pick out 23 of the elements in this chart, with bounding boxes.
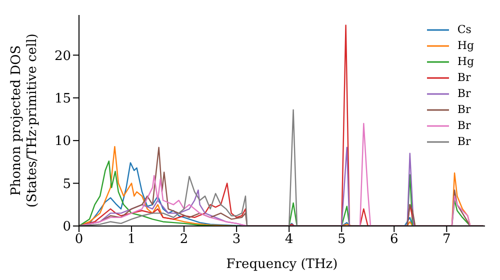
- legend-label: Br: [457, 118, 471, 134]
- x-tick-label: 5: [337, 232, 346, 248]
- legend-label: Hg: [457, 54, 474, 70]
- x-tick-label: 7: [442, 232, 451, 248]
- x-tick-label: 3: [232, 232, 241, 248]
- y-tick-label: 20: [54, 48, 71, 64]
- x-tick-label: 4: [284, 232, 294, 248]
- legend-label: Br: [457, 86, 471, 102]
- y-tick-label: 0: [62, 220, 71, 235]
- x-tick-label: 1: [127, 232, 136, 248]
- x-axis-title: Frequency (THz): [226, 257, 338, 272]
- legend-label: Br: [457, 134, 471, 150]
- y-tick-label: 5: [62, 176, 71, 192]
- y-axis-title: Phonon projected DOS (States/THz·primitive cell): [9, 33, 40, 208]
- legend-label: Br: [457, 102, 471, 118]
- legend-label: Cs: [457, 22, 472, 38]
- x-tick-label: 0: [74, 232, 84, 248]
- x-tick-label: 2: [180, 232, 188, 248]
- legend-label: Br: [457, 70, 471, 86]
- y-tick-label: 10: [54, 134, 71, 150]
- y-tick-label: 15: [54, 91, 71, 106]
- x-tick-label: 6: [390, 232, 398, 248]
- legend-label: Hg: [457, 38, 474, 54]
